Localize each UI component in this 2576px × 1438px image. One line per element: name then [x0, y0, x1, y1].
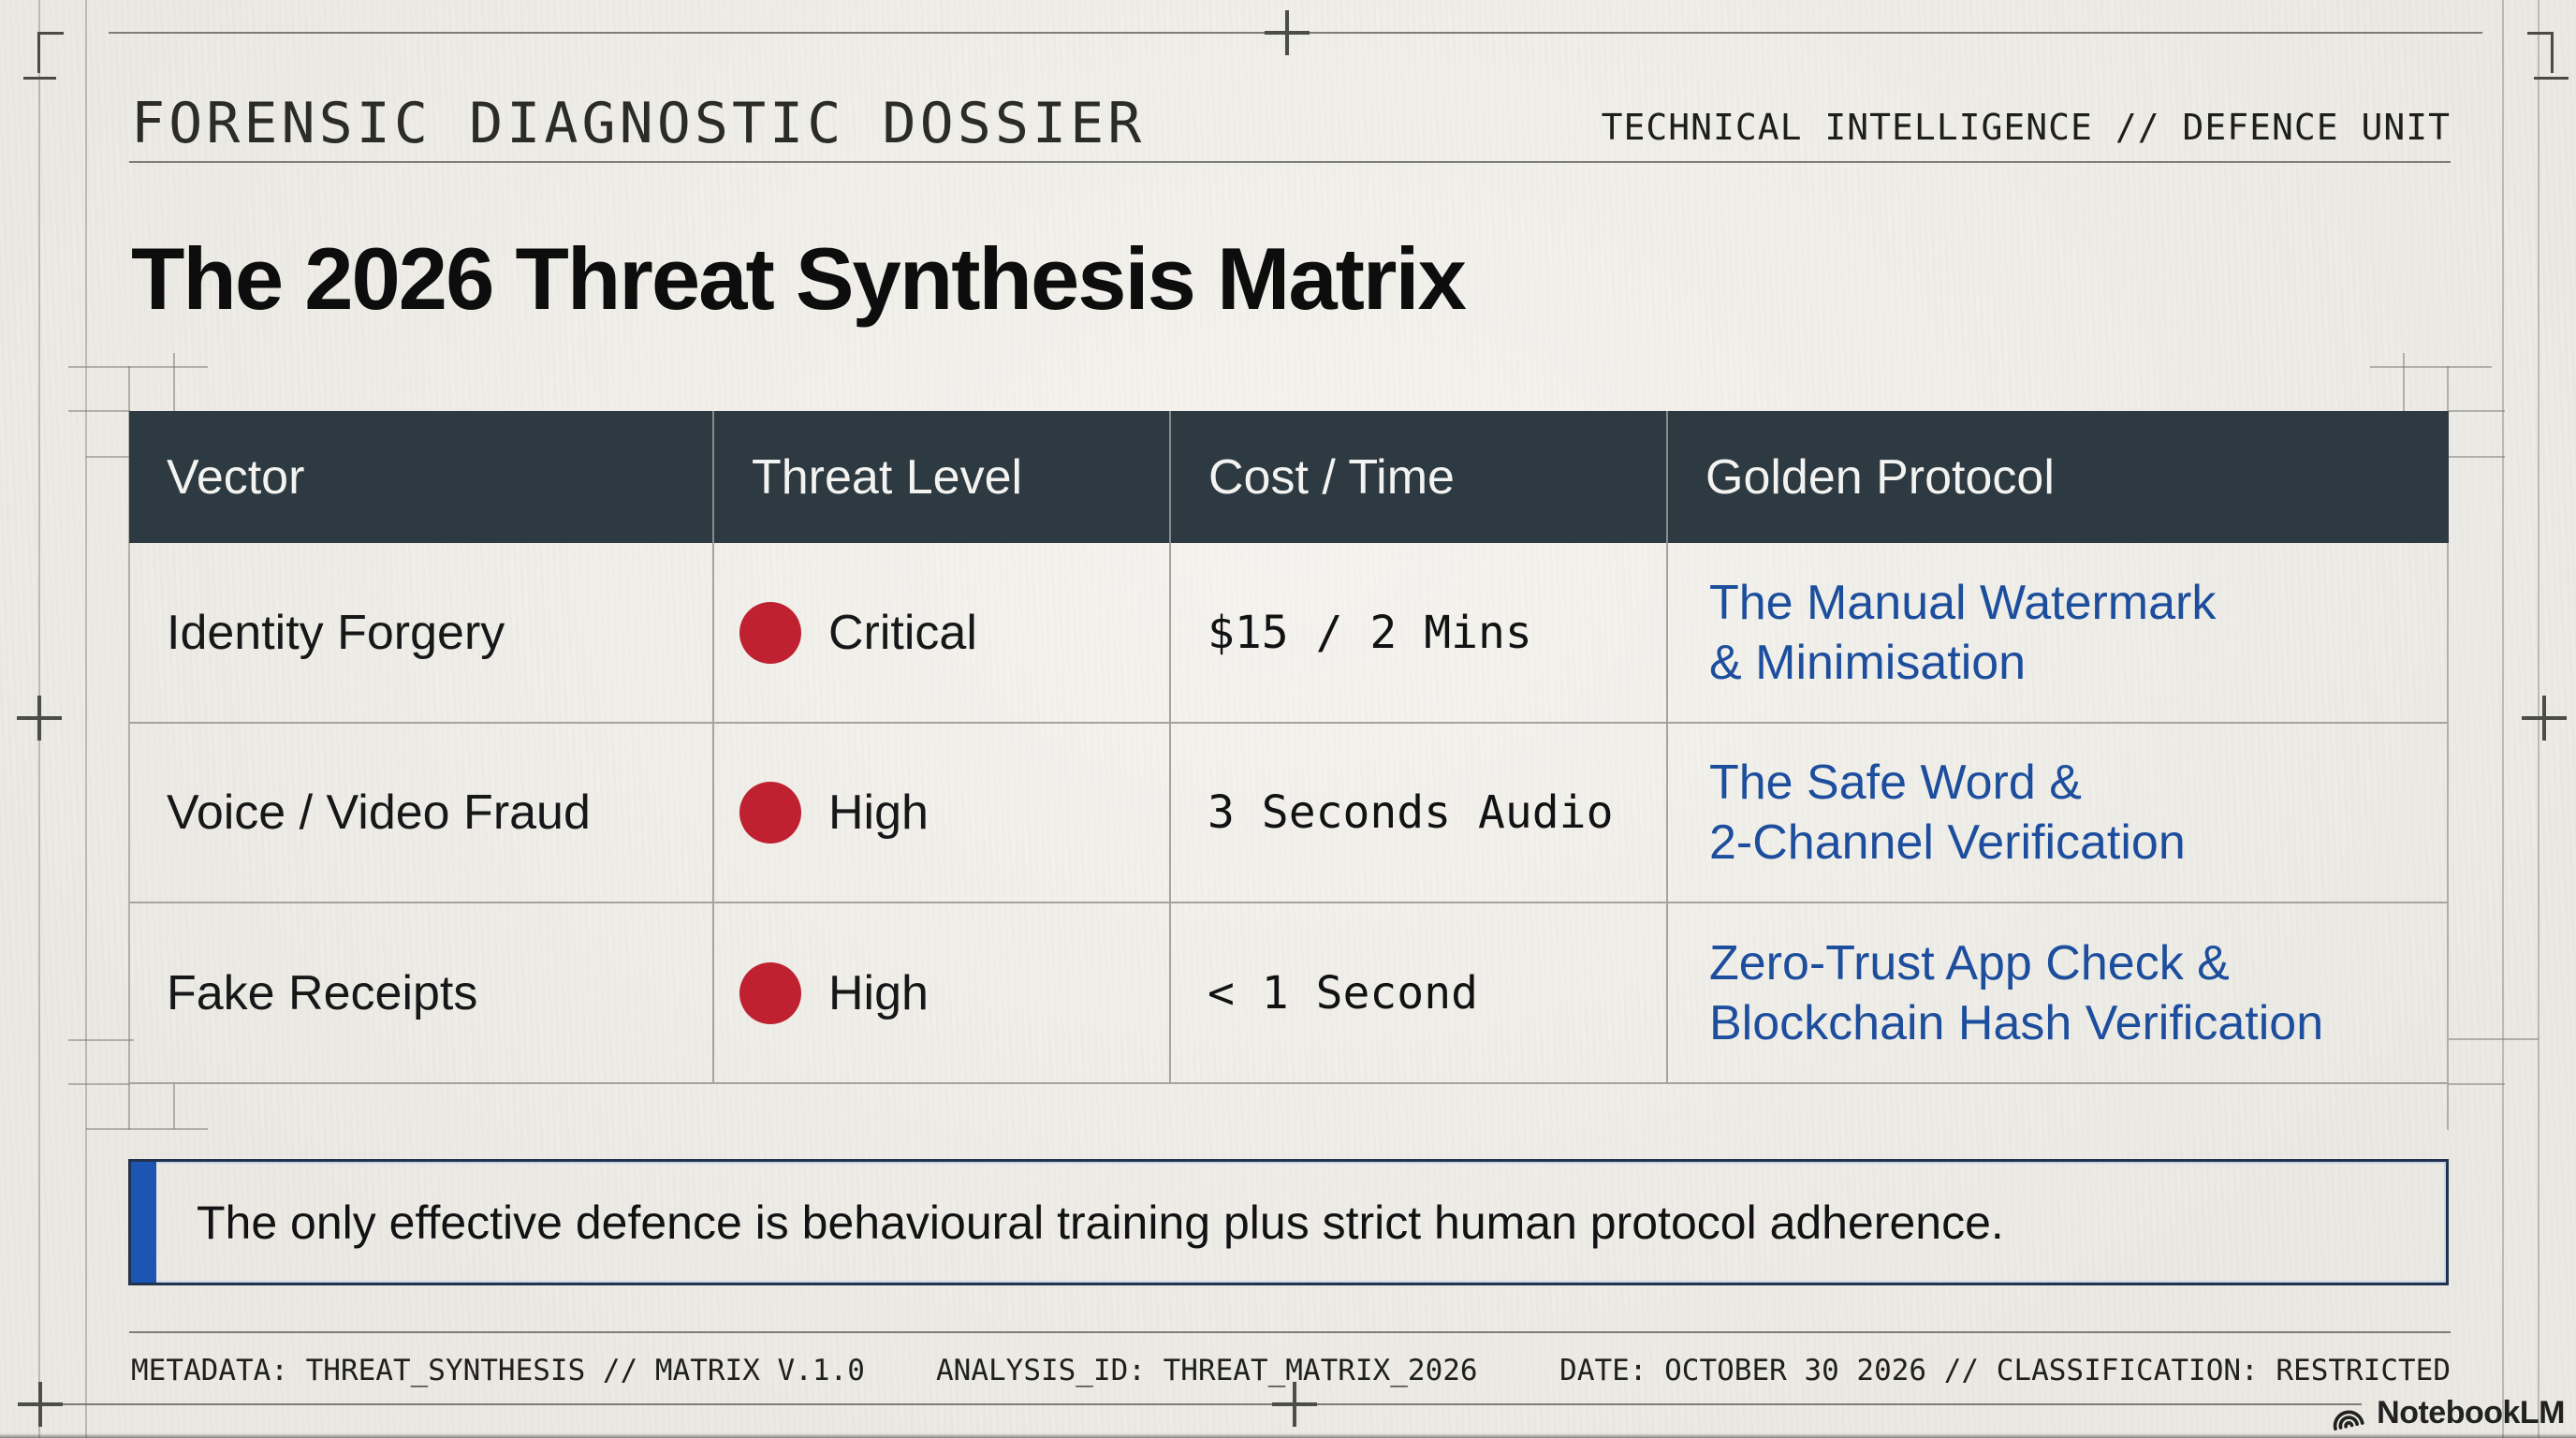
table-row-cost-cell: $15 / 2 Mins	[1171, 543, 1668, 724]
crop-mark	[2447, 366, 2449, 1130]
threat-level-dot-icon	[739, 782, 801, 844]
metadata-field: METADATA: THREAT_SYNTHESIS // MATRIX V.1…	[131, 1354, 865, 1387]
corner-bracket	[37, 32, 40, 73]
table-row-threat-cell: Critical	[714, 543, 1171, 724]
crop-mark	[173, 353, 175, 412]
crop-mark	[2448, 456, 2505, 458]
column-header-threat-level: Threat Level	[714, 411, 1171, 543]
registration-cross	[38, 1382, 42, 1427]
column-header-golden-protocol: Golden Protocol	[1668, 411, 2449, 543]
crop-mark	[2449, 410, 2505, 412]
table-row-cost-cell: < 1 Second	[1171, 903, 1668, 1084]
frame-line	[2502, 0, 2504, 1438]
crop-mark	[68, 410, 129, 412]
bottom-edge-shadow	[0, 1433, 2576, 1438]
table-row-protocol-cell: The Safe Word & 2-Channel Verification	[1668, 724, 2449, 903]
protocol-line: The Safe Word &	[1709, 756, 2082, 810]
brand-watermark: NotebookLM	[2330, 1395, 2565, 1431]
analysis-id-field: ANALYSIS_ID: THREAT_MATRIX_2026	[936, 1354, 1478, 1387]
bottom-rule	[19, 1403, 2362, 1405]
table-row-vector-cell: Fake Receipts	[129, 903, 714, 1084]
key-takeaway-callout: The only effective defence is behavioura…	[128, 1159, 2449, 1285]
threat-level-label: High	[828, 785, 929, 840]
protocol-line: & Minimisation	[1709, 635, 2027, 690]
table-row-protocol-cell: Zero-Trust App Check & Blockchain Hash V…	[1668, 903, 2449, 1084]
document-type-label: FORENSIC DIAGNOSTIC DOSSIER	[131, 91, 1146, 156]
threat-level-dot-icon	[739, 961, 801, 1024]
crop-mark	[86, 1128, 208, 1130]
crop-mark	[68, 1039, 134, 1041]
callout-accent-bar	[131, 1162, 156, 1283]
unit-label: TECHNICAL INTELLIGENCE // DEFENCE UNIT	[1601, 107, 2451, 148]
corner-bracket	[37, 32, 64, 35]
table-row-threat-cell: High	[714, 724, 1171, 903]
registration-cross	[37, 696, 41, 741]
threat-level-label: High	[828, 965, 929, 1020]
corner-tick	[2534, 77, 2569, 80]
crop-mark	[2449, 1038, 2539, 1040]
crop-mark	[128, 366, 130, 1130]
corner-tick	[23, 77, 56, 80]
crop-mark	[68, 1083, 129, 1085]
protocol-line: Blockchain Hash Verification	[1709, 995, 2324, 1050]
table-row-threat-cell: High	[714, 903, 1171, 1084]
brand-name: NotebookLM	[2377, 1395, 2565, 1431]
protocol-line: Zero-Trust App Check &	[1709, 935, 2230, 990]
table-row-vector-cell: Identity Forgery	[129, 543, 714, 724]
threat-level-label: Critical	[828, 605, 977, 660]
crop-mark	[2403, 353, 2405, 412]
registration-cross	[1293, 1382, 1296, 1427]
crop-mark	[2370, 366, 2492, 368]
callout-text: The only effective defence is behavioura…	[197, 1196, 2004, 1249]
table-row-protocol-cell: The Manual Watermark & Minimisation	[1668, 543, 2449, 724]
frame-line	[85, 0, 87, 1438]
column-header-vector: Vector	[129, 411, 714, 543]
threat-level-dot-icon	[739, 601, 801, 664]
registration-cross	[1285, 10, 1289, 55]
header-rule	[129, 161, 2451, 163]
crop-mark	[68, 366, 208, 368]
corner-bracket	[2551, 32, 2554, 73]
corner-bracket	[2527, 32, 2554, 35]
protocol-line: The Manual Watermark	[1709, 575, 2217, 630]
threat-matrix-table: Vector Threat Level Cost / Time Golden P…	[129, 411, 2449, 1084]
column-header-cost-time: Cost / Time	[1171, 411, 1668, 543]
crop-mark	[2449, 1083, 2505, 1085]
protocol-line: 2-Channel Verification	[1709, 815, 2186, 870]
table-row-vector-cell: Voice / Video Fraud	[129, 724, 714, 903]
notebooklm-icon	[2333, 1410, 2364, 1431]
crop-mark	[173, 1084, 175, 1129]
table-row-cost-cell: 3 Seconds Audio	[1171, 724, 1668, 903]
page-title: The 2026 Threat Synthesis Matrix	[131, 229, 1467, 328]
metadata-rule	[129, 1331, 2451, 1333]
date-classification-field: DATE: OCTOBER 30 2026 // CLASSIFICATION:…	[1559, 1354, 2451, 1387]
registration-cross	[2542, 696, 2546, 741]
